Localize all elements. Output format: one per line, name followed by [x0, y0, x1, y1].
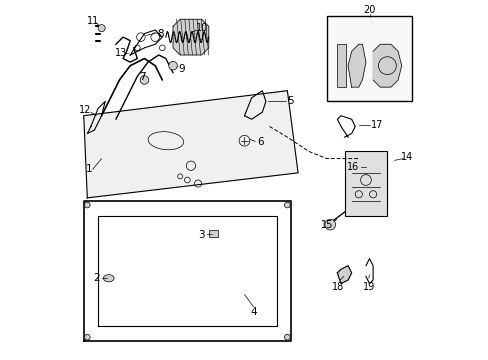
Text: 17: 17 — [370, 120, 383, 130]
Text: 18: 18 — [331, 282, 344, 292]
Circle shape — [98, 24, 105, 32]
Text: 8: 8 — [157, 28, 163, 39]
Text: 5: 5 — [287, 96, 293, 107]
Text: 13: 13 — [115, 48, 127, 58]
Circle shape — [168, 62, 177, 70]
Text: 6: 6 — [257, 138, 263, 148]
Bar — [208, 230, 217, 237]
Text: 2: 2 — [93, 273, 100, 283]
Polygon shape — [83, 91, 298, 198]
Text: 20: 20 — [363, 5, 375, 15]
Circle shape — [324, 219, 335, 230]
Circle shape — [284, 334, 290, 340]
Bar — [337, 44, 346, 87]
Text: 12: 12 — [79, 105, 92, 115]
Text: 10: 10 — [195, 23, 207, 33]
Circle shape — [84, 202, 90, 208]
Text: 15: 15 — [320, 220, 332, 230]
Text: 7: 7 — [139, 72, 146, 82]
Circle shape — [140, 76, 148, 84]
Ellipse shape — [103, 275, 114, 282]
Bar — [326, 16, 411, 102]
Polygon shape — [347, 44, 365, 87]
Text: 4: 4 — [249, 307, 256, 317]
Text: 1: 1 — [85, 164, 92, 174]
Text: 19: 19 — [362, 282, 374, 292]
Polygon shape — [372, 44, 401, 87]
Text: 3: 3 — [198, 230, 204, 240]
Text: 14: 14 — [400, 152, 412, 162]
Text: 9: 9 — [178, 64, 184, 74]
Polygon shape — [337, 266, 351, 284]
Polygon shape — [173, 19, 208, 55]
Circle shape — [284, 202, 290, 208]
Text: 16: 16 — [346, 162, 358, 172]
Bar — [344, 152, 386, 216]
Text: 11: 11 — [86, 16, 99, 26]
Circle shape — [84, 334, 90, 340]
